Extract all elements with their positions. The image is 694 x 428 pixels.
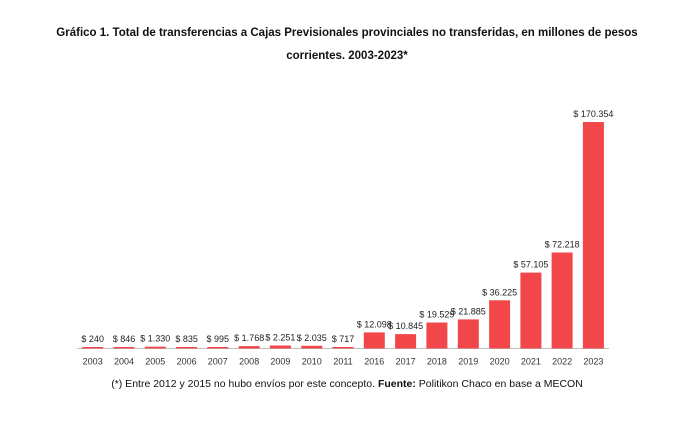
data-label-2007: $ 995 (207, 334, 230, 344)
x-tick-label-2019: 2019 (458, 357, 478, 367)
data-label-2008: $ 1.768 (234, 333, 264, 343)
bar-2020 (489, 300, 511, 349)
x-tick-label-2003: 2003 (83, 357, 103, 367)
x-tick-label-2021: 2021 (521, 357, 541, 367)
data-label-2020: $ 36.225 (482, 287, 517, 297)
data-label-2003: $ 240 (81, 334, 104, 344)
bar-2008 (238, 346, 260, 349)
x-tick-label-2004: 2004 (114, 357, 134, 367)
x-tick-label-2007: 2007 (208, 357, 228, 367)
data-label-2009: $ 2.251 (265, 333, 295, 343)
x-tick-label-2006: 2006 (177, 357, 197, 367)
bar-2011 (332, 347, 354, 349)
x-tick-label-2023: 2023 (583, 357, 603, 367)
data-label-2023: $ 170.354 (573, 109, 613, 119)
bar-2023 (582, 122, 604, 349)
x-tick-label-2011: 2011 (333, 357, 352, 367)
x-tick-label-2020: 2020 (490, 357, 510, 367)
bar-2009 (269, 345, 291, 349)
bar-2007 (207, 347, 229, 349)
footnote-source-label: Fuente: (377, 378, 416, 390)
x-tick-label-2017: 2017 (396, 357, 416, 367)
x-tick-label-2008: 2008 (239, 357, 259, 367)
bar-2021 (520, 272, 542, 349)
bar-2003 (82, 347, 104, 349)
bar-2005 (144, 346, 166, 349)
bar-2004 (113, 347, 135, 349)
chart-title-line-2: corrientes. 2003-2023* (286, 50, 408, 62)
data-label-2018: $ 19.529 (419, 310, 454, 320)
data-label-2021: $ 57.105 (513, 260, 548, 270)
footnote: (*) Entre 2012 y 2015 no hubo envíos por… (0, 378, 694, 390)
data-label-2017: $ 10.845 (388, 321, 423, 331)
data-label-2022: $ 72.218 (545, 240, 580, 250)
bar-2019 (457, 319, 479, 349)
chart-title-line-1: Gráfico 1. Total de transferencias a Caj… (56, 27, 638, 39)
data-label-2019: $ 21.885 (451, 306, 486, 316)
data-label-2005: $ 1.330 (140, 334, 170, 344)
data-label-2010: $ 2.035 (297, 333, 327, 343)
x-tick-label-2022: 2022 (552, 357, 572, 367)
x-tick-label-2010: 2010 (302, 357, 322, 367)
bar-2022 (551, 252, 573, 349)
data-label-2004: $ 846 (113, 334, 136, 344)
data-label-2011: $ 717 (332, 334, 355, 344)
bar-2006 (176, 347, 198, 349)
x-tick-label-2005: 2005 (145, 357, 165, 367)
bar-2017 (395, 334, 417, 349)
data-label-2006: $ 835 (175, 334, 198, 344)
bar-2010 (301, 345, 323, 349)
footnote-source: Politikon Chaco en base a MECON (415, 378, 583, 390)
x-tick-label-2009: 2009 (270, 357, 290, 367)
chart-title: Gráfico 1. Total de transferencias a Caj… (0, 22, 694, 68)
x-tick-label-2018: 2018 (427, 357, 447, 367)
x-tick-label-2016: 2016 (364, 357, 384, 367)
bar-2016 (363, 332, 385, 349)
footnote-note: (*) Entre 2012 y 2015 no hubo envíos por… (111, 378, 378, 390)
data-label-2016: $ 12.098 (357, 319, 392, 329)
bar-2018 (426, 322, 448, 349)
